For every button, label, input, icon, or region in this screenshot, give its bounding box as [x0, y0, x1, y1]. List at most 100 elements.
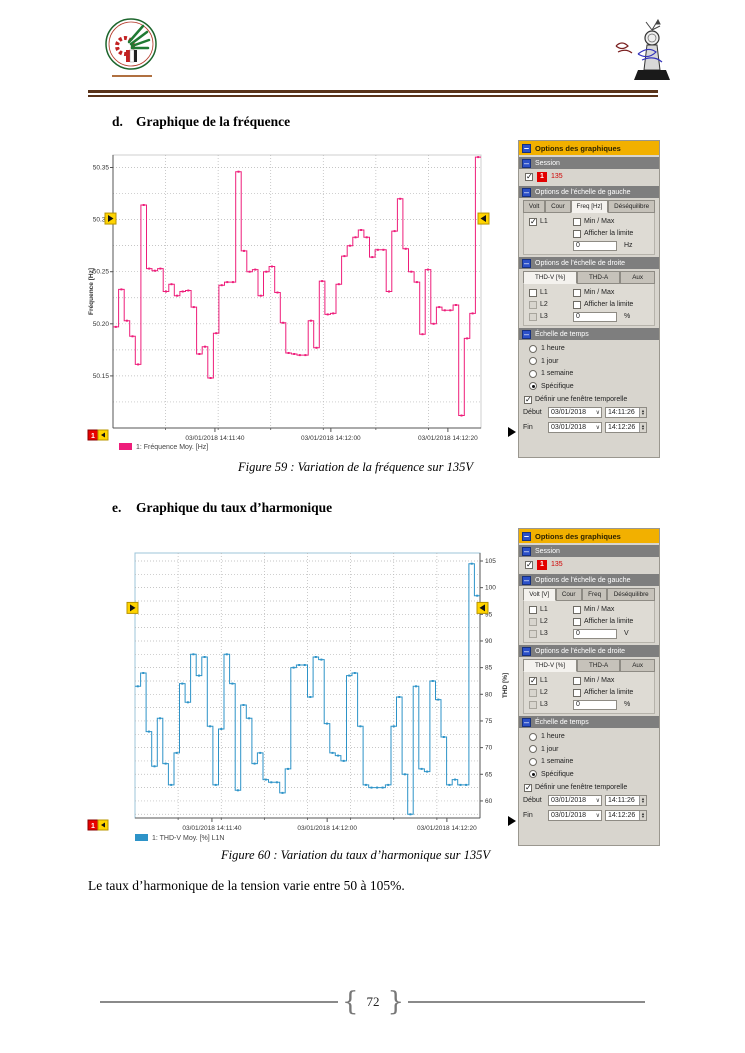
frequency-chart[interactable]: 50.35 50.30 50.25 50.20 50.15 03/01/2018 14:1…: [85, 148, 505, 458]
start-date-select[interactable]: 03/01/2018 ∨: [548, 794, 602, 806]
right-scale-section-bar[interactable]: Options de l'échelle de droite: [519, 257, 659, 269]
session-section-bar[interactable]: Session: [519, 545, 659, 557]
svg-text:1: 1: [91, 433, 95, 440]
session-checkbox[interactable]: [525, 172, 533, 181]
collapse-icon[interactable]: [522, 158, 531, 168]
session-checkbox[interactable]: [525, 560, 533, 569]
l1-checkbox[interactable]: [529, 605, 537, 614]
svg-text:1: THD-V Moy. [%] L1N: 1: THD-V Moy. [%] L1N: [152, 835, 224, 842]
radio-1week[interactable]: [529, 369, 537, 378]
l1-checkbox[interactable]: [529, 217, 537, 226]
figure-60-caption: Figure 60 : Variation du taux d’harmoniq…: [221, 848, 490, 862]
section-heading-frequency: d. Graphique de la fréquence: [112, 114, 290, 130]
time-scale-section-bar[interactable]: Échelle de temps: [519, 328, 659, 340]
l3-checkbox[interactable]: [529, 629, 537, 638]
tab-thdv[interactable]: THD-V [%]: [523, 659, 578, 672]
tab-freq[interactable]: Freq [Hz]: [570, 200, 609, 213]
svg-text:03/01/2018 14:11:40: 03/01/2018 14:11:40: [182, 825, 242, 832]
end-time-spinner[interactable]: 14:12:26 ▲ ▼: [605, 421, 647, 433]
start-time-spinner[interactable]: 14:11:26 ▲ ▼: [605, 794, 647, 806]
collapse-icon[interactable]: [522, 329, 531, 339]
panel-title-bar[interactable]: Options des graphiques: [519, 529, 659, 543]
tab-freq[interactable]: Freq: [581, 588, 608, 601]
thd-chart[interactable]: 105 100 95 90 85 80 75 70 65 60 03/01/2018 14:11:4…: [83, 545, 517, 855]
svg-text:85: 85: [485, 665, 493, 672]
left-scale-section-bar[interactable]: Options de l'échelle de gauche: [519, 186, 659, 198]
collapse-icon[interactable]: [522, 546, 531, 556]
start-date-select[interactable]: 03/01/2018 ∨: [548, 406, 602, 418]
limit-value-input[interactable]: 0: [573, 699, 617, 710]
l1-checkbox[interactable]: [529, 676, 537, 685]
end-time-spinner[interactable]: 14:12:26 ▲ ▼: [605, 809, 647, 821]
tab-volt[interactable]: Volt: [523, 200, 546, 213]
svg-text:50.20: 50.20: [93, 321, 110, 328]
time-scale-section-bar[interactable]: Échelle de temps: [519, 716, 659, 728]
collapse-icon[interactable]: [522, 143, 531, 153]
spinner-arrows-icon[interactable]: ▲ ▼: [639, 422, 646, 432]
tab-aux[interactable]: Aux: [620, 271, 656, 284]
tab-aux[interactable]: Aux: [620, 659, 656, 672]
svg-text:03/01/2018 14:12:00: 03/01/2018 14:12:00: [297, 825, 357, 832]
limit-checkbox[interactable]: [573, 300, 581, 309]
right-scale-section-bar[interactable]: Options de l'échelle de droite: [519, 645, 659, 657]
graph-options-panel-thd: Options des graphiques Session 1 135 Opt…: [508, 528, 660, 846]
l1-checkbox[interactable]: [529, 288, 537, 297]
minmax-checkbox[interactable]: [573, 217, 581, 226]
l3-checkbox[interactable]: [529, 700, 537, 709]
tab-thda[interactable]: THD-A: [577, 659, 621, 672]
time-window-checkbox[interactable]: [524, 395, 532, 404]
tab-thda[interactable]: THD-A: [577, 271, 621, 284]
panel-title-bar[interactable]: Options des graphiques: [519, 141, 659, 155]
svg-text:90: 90: [485, 638, 493, 645]
collapse-icon[interactable]: [522, 531, 531, 541]
end-time-row: Fin 03/01/2018 ∨ 14:12:26 ▲ ▼: [523, 809, 647, 821]
end-date-select[interactable]: 03/01/2018 ∨: [548, 809, 602, 821]
collapse-icon[interactable]: [522, 187, 531, 197]
collapse-icon[interactable]: [522, 575, 531, 585]
svg-text:50.15: 50.15: [93, 373, 110, 380]
l2-checkbox[interactable]: [529, 688, 537, 697]
radio-specific[interactable]: [529, 770, 537, 778]
tab-cour[interactable]: Cour: [555, 588, 582, 601]
start-time-row: Début 03/01/2018 ∨ 14:11:26 ▲ ▼: [523, 794, 647, 806]
radio-1week[interactable]: [529, 757, 537, 766]
tab-thdv[interactable]: THD-V [%]: [523, 271, 578, 284]
tab-desequilibre[interactable]: Déséquilibre: [608, 200, 656, 213]
tab-volt[interactable]: Volt [V]: [523, 588, 556, 601]
left-brace: {: [341, 987, 359, 1017]
tab-cour[interactable]: Cour: [545, 200, 571, 213]
l3-checkbox[interactable]: [529, 312, 537, 321]
radio-1hour[interactable]: [529, 344, 537, 353]
minmax-checkbox[interactable]: [573, 605, 581, 614]
spinner-arrows-icon[interactable]: ▲ ▼: [639, 810, 646, 820]
l2-checkbox[interactable]: [529, 617, 537, 626]
session-section-bar[interactable]: Session: [519, 157, 659, 169]
limit-checkbox[interactable]: [573, 688, 581, 697]
radio-1day[interactable]: [529, 745, 537, 753]
l2-checkbox[interactable]: [529, 300, 537, 309]
left-scale-section-bar[interactable]: Options de l'échelle de gauche: [519, 574, 659, 586]
collapse-icon[interactable]: [522, 646, 531, 656]
start-time-spinner[interactable]: 14:11:26 ▲ ▼: [605, 406, 647, 418]
end-date-select[interactable]: 03/01/2018 ∨: [548, 421, 602, 433]
tab-desequilibre[interactable]: Déséquilibre: [607, 588, 656, 601]
radio-specific[interactable]: [529, 382, 537, 390]
limit-value-input[interactable]: 0: [573, 628, 617, 639]
heading-text: Graphique du taux d’harmonique: [136, 500, 333, 515]
collapse-icon[interactable]: [522, 258, 531, 268]
radio-1day[interactable]: [529, 357, 537, 365]
minmax-checkbox[interactable]: [573, 676, 581, 685]
limit-checkbox[interactable]: [573, 617, 581, 626]
svg-text:03/01/2018 14:12:00: 03/01/2018 14:12:00: [301, 435, 361, 442]
spinner-arrows-icon[interactable]: ▲ ▼: [639, 795, 646, 805]
right-scale-options: L1 L2 L3 Min / Max Afficher la limite 0%: [523, 284, 655, 326]
limit-value-input[interactable]: 0: [573, 240, 617, 251]
limit-value-input[interactable]: 0: [573, 311, 617, 322]
collapse-icon[interactable]: [522, 717, 531, 727]
time-window-checkbox[interactable]: [524, 783, 532, 792]
radio-1hour[interactable]: [529, 732, 537, 741]
limit-checkbox[interactable]: [573, 229, 581, 238]
minmax-checkbox[interactable]: [573, 288, 581, 297]
spinner-arrows-icon[interactable]: ▲ ▼: [639, 407, 646, 417]
panel-title: Options des graphiques: [535, 531, 621, 541]
